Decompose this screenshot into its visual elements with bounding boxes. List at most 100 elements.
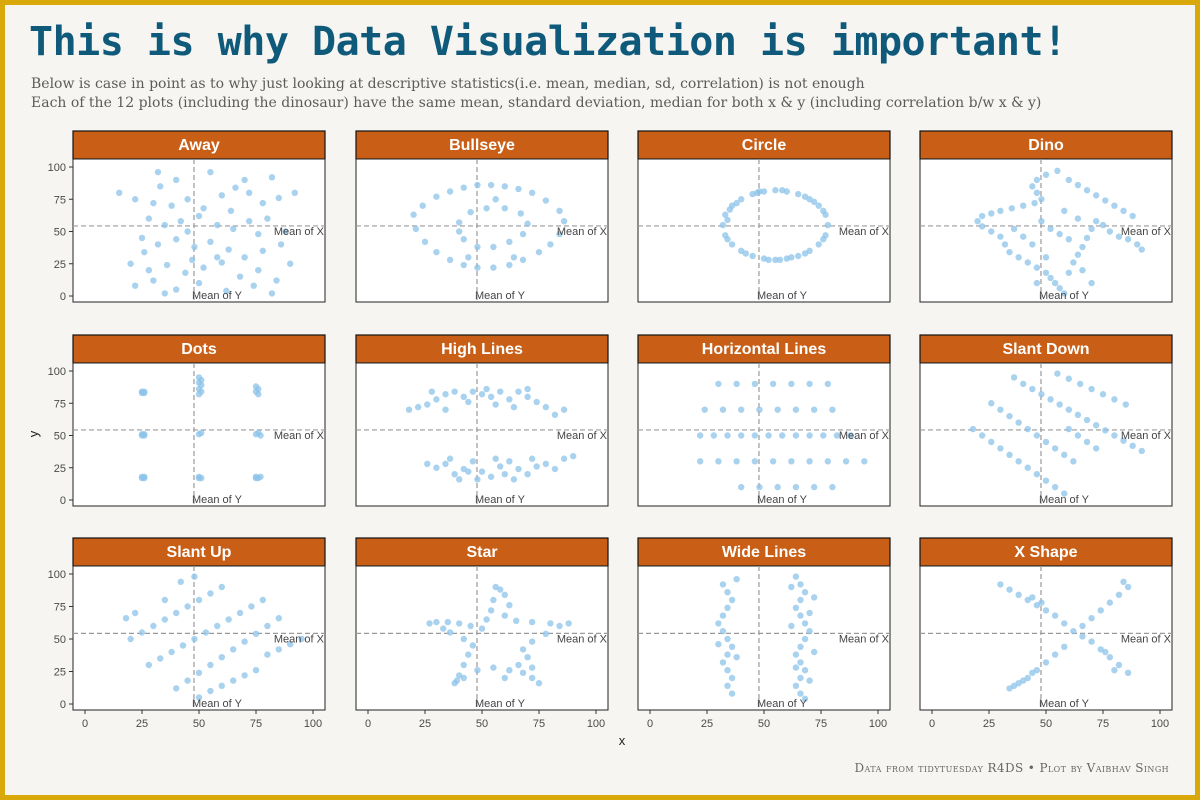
data-point: [1051, 279, 1059, 287]
data-point: [451, 471, 458, 478]
mean-y-label: Mean of Y: [475, 494, 526, 506]
data-point: [565, 620, 572, 627]
data-point: [116, 189, 123, 196]
data-point: [223, 287, 230, 295]
data-point: [1038, 217, 1045, 225]
data-point: [978, 223, 986, 230]
data-point: [405, 406, 413, 413]
data-point: [510, 476, 518, 483]
data-point: [161, 221, 168, 229]
data-point: [145, 661, 153, 669]
mean-x-label: Mean of X: [1121, 633, 1172, 645]
facet-strip-label: Dino: [1028, 137, 1064, 154]
data-point: [792, 651, 800, 658]
data-point: [772, 187, 779, 194]
data-point: [412, 225, 420, 233]
data-point: [547, 620, 554, 627]
data-point: [696, 458, 704, 465]
data-point: [426, 620, 433, 627]
data-point: [1079, 622, 1086, 630]
data-point: [797, 659, 804, 666]
data-point: [1065, 236, 1073, 243]
data-point: [801, 635, 809, 643]
data-point: [719, 581, 727, 588]
data-point: [795, 190, 802, 198]
data-point: [765, 256, 772, 264]
data-point: [765, 432, 772, 439]
mean-y-label: Mean of Y: [475, 698, 526, 710]
mean-y-label: Mean of Y: [1039, 494, 1090, 506]
data-point: [701, 406, 708, 413]
facet-strip-label: Dots: [181, 341, 217, 358]
data-point: [442, 460, 449, 468]
data-point: [1020, 202, 1027, 209]
data-point: [1083, 234, 1091, 242]
data-point: [298, 635, 305, 643]
x-tick-label: 0: [929, 718, 935, 730]
data-point: [184, 677, 191, 684]
data-point: [255, 267, 262, 274]
facet-panel-dots: Dots Mean of X Mean of Y: [69, 334, 326, 507]
data-point: [1020, 380, 1027, 388]
data-point: [542, 630, 550, 637]
y-tick-label: 50: [54, 431, 66, 443]
data-point: [259, 247, 267, 255]
y-tick-label: 100: [48, 366, 66, 378]
data-point: [275, 194, 282, 202]
data-point: [1015, 591, 1022, 598]
data-point: [1124, 583, 1132, 591]
data-point: [535, 248, 543, 256]
data-point: [241, 638, 248, 645]
data-point: [792, 432, 800, 439]
data-point: [801, 193, 809, 200]
data-point: [1033, 279, 1041, 287]
y-tick-label: 100: [48, 162, 66, 174]
data-point: [533, 398, 540, 406]
data-point: [264, 215, 271, 222]
data-point: [974, 217, 981, 225]
data-point: [801, 667, 809, 674]
data-point: [792, 573, 800, 580]
data-point: [738, 483, 745, 491]
data-point: [774, 406, 781, 413]
data-point: [1111, 202, 1118, 209]
data-point: [788, 458, 795, 465]
data-point: [195, 596, 203, 604]
data-point: [446, 455, 454, 462]
data-point: [524, 471, 531, 478]
mean-y-label: Mean of Y: [1039, 698, 1090, 710]
data-point: [179, 642, 187, 649]
data-point: [478, 468, 486, 475]
data-point: [519, 230, 527, 238]
facet-panel-box: [919, 565, 1173, 711]
data-point: [517, 210, 524, 217]
data-point: [861, 458, 868, 465]
x-tick-label: 0: [647, 718, 653, 730]
data-point: [769, 380, 777, 388]
page-title: This is why Data Visualization is import…: [29, 19, 1067, 65]
data-point: [131, 196, 139, 203]
data-point: [1138, 447, 1145, 455]
data-point: [195, 279, 203, 287]
data-point: [806, 458, 813, 465]
data-point: [1070, 458, 1077, 465]
data-point: [173, 176, 180, 184]
data-point: [1099, 391, 1107, 398]
data-point: [997, 445, 1004, 452]
data-point: [1042, 607, 1050, 614]
data-point: [788, 254, 795, 261]
data-point: [797, 690, 804, 697]
data-point: [1051, 445, 1059, 452]
data-point: [1122, 401, 1130, 408]
facet-strip-label: Away: [178, 137, 220, 154]
facet-strip: [72, 537, 326, 567]
data-point: [506, 396, 513, 403]
data-point: [728, 596, 736, 604]
data-point: [756, 483, 763, 491]
data-point: [141, 432, 148, 439]
data-point: [236, 273, 244, 280]
mean-x-label: Mean of X: [557, 633, 608, 645]
facet-panel-bullseye: Bullseye Mean of X Mean of Y: [355, 130, 609, 303]
data-point: [200, 264, 207, 271]
data-point: [460, 635, 467, 643]
